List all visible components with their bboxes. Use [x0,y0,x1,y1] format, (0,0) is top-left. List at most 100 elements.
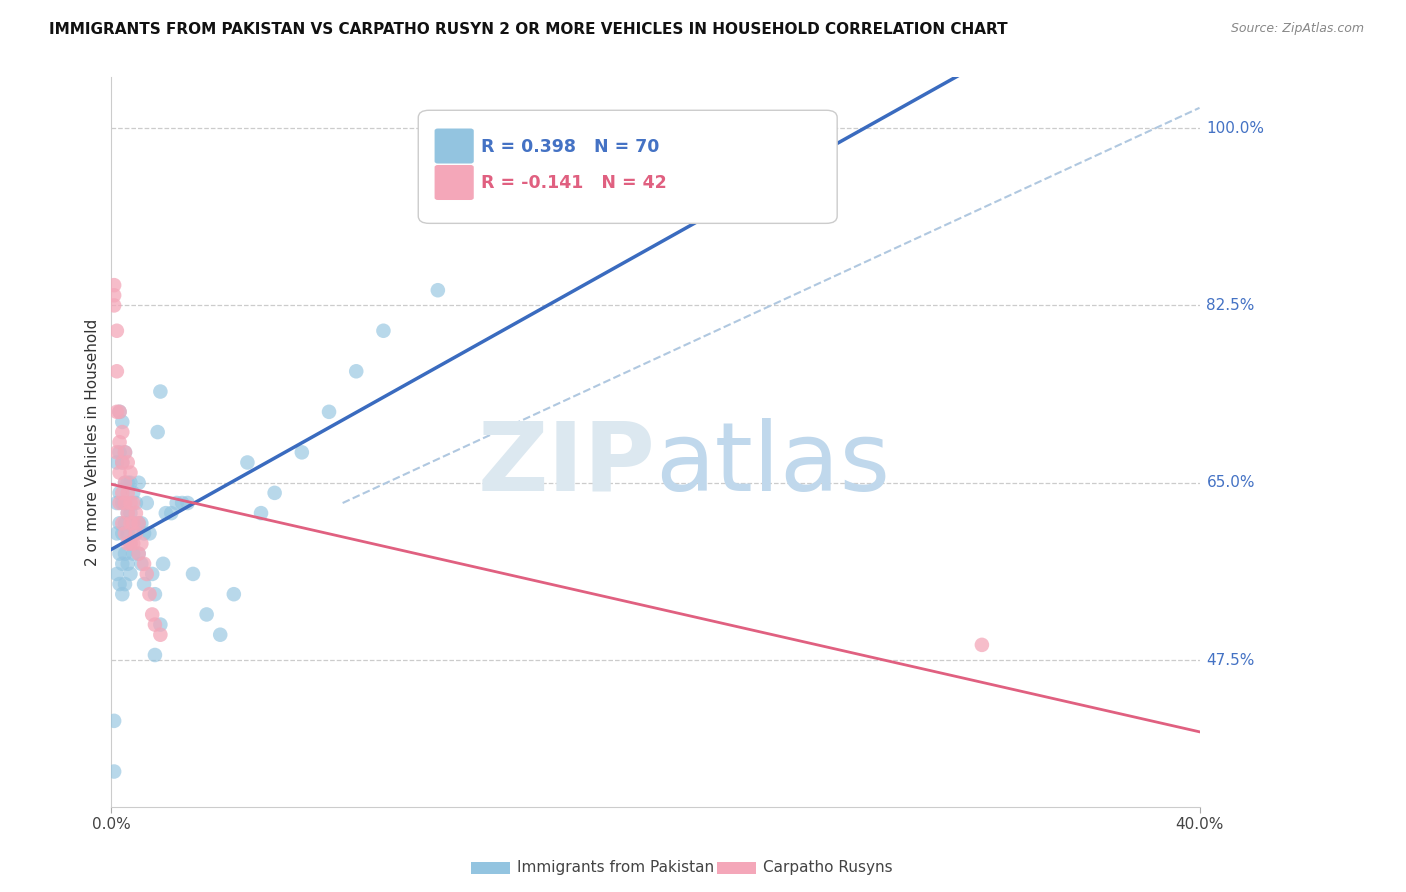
Point [135,496,157,510]
Point [108,496,131,510]
Text: Carpatho Rusyns: Carpatho Rusyns [763,861,893,875]
Text: 82.5%: 82.5% [1206,298,1254,313]
Point [114,475,136,490]
Point [122,486,145,500]
Point [105,364,128,378]
Point [117,506,139,520]
Point [122,536,145,550]
Point [111,455,134,469]
Point [105,445,128,459]
Point [120,536,142,550]
Point [138,587,160,601]
Point [108,516,131,531]
Point [128,475,150,490]
Point [114,445,136,459]
Point [128,516,150,531]
Point [132,557,155,571]
Point [114,516,136,531]
Point [122,547,145,561]
Point [103,714,125,728]
Point [105,566,128,581]
Point [195,607,218,622]
Point [128,547,150,561]
Text: Immigrants from Pakistan: Immigrants from Pakistan [517,861,714,875]
Text: IMMIGRANTS FROM PAKISTAN VS CARPATHO RUSYN 2 OR MORE VEHICLES IN HOUSEHOLD CORRE: IMMIGRANTS FROM PAKISTAN VS CARPATHO RUS… [49,22,1008,37]
Point [373,324,395,338]
Text: ZIP: ZIP [478,417,655,510]
Point [108,577,131,591]
Point [105,324,128,338]
Point [426,283,449,297]
Point [105,455,128,469]
Point [122,516,145,531]
Point [114,445,136,459]
Point [146,425,169,439]
Point [114,496,136,510]
Point [111,516,134,531]
Point [155,506,177,520]
Text: atlas: atlas [655,417,890,510]
Point [114,577,136,591]
Point [125,526,148,541]
Point [117,475,139,490]
Point [105,496,128,510]
Point [135,566,157,581]
Point [318,405,340,419]
Point [117,506,139,520]
Point [128,516,150,531]
Point [120,475,142,490]
Point [132,526,155,541]
Point [970,638,993,652]
Point [120,516,142,531]
Point [103,764,125,779]
Point [131,536,153,550]
Point [108,547,131,561]
Point [111,557,134,571]
Point [117,455,139,469]
Point [120,466,142,480]
Point [344,364,367,378]
Point [125,506,148,520]
Point [143,587,166,601]
Point [114,526,136,541]
Point [108,466,131,480]
Point [149,384,172,399]
Point [222,587,245,601]
Point [131,557,153,571]
Point [291,445,314,459]
Point [143,617,166,632]
Point [117,557,139,571]
Point [120,496,142,510]
Point [120,566,142,581]
Point [209,628,232,642]
Point [111,526,134,541]
Point [122,496,145,510]
Point [176,496,198,510]
Point [111,455,134,469]
Point [120,506,142,520]
Point [108,435,131,450]
Point [125,526,148,541]
Point [111,587,134,601]
Point [117,536,139,550]
Point [125,496,148,510]
Point [181,566,204,581]
Point [128,547,150,561]
Point [105,526,128,541]
Text: 100.0%: 100.0% [1206,120,1264,136]
Point [143,648,166,662]
Point [236,455,259,469]
Point [160,506,183,520]
Point [117,486,139,500]
Point [108,405,131,419]
Point [111,415,134,429]
Point [111,425,134,439]
Point [103,278,125,293]
FancyBboxPatch shape [434,128,474,163]
Point [138,526,160,541]
Point [105,405,128,419]
Point [152,557,174,571]
Point [141,607,163,622]
Point [117,526,139,541]
Point [103,288,125,302]
